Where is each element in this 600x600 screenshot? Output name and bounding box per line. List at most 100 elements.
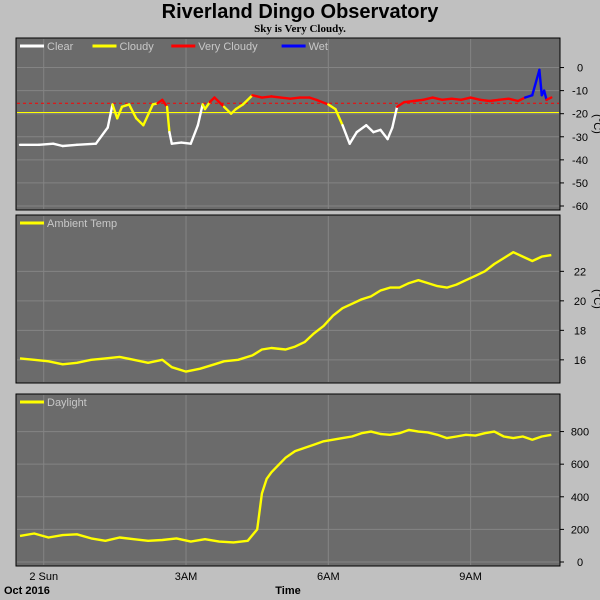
series-segment-very-cloudy [161,98,169,108]
series-segment-very-cloudy [516,96,527,103]
series-segment-very-cloudy [450,97,463,102]
series-segment-wet [542,89,548,102]
series-segment-clear [37,142,55,147]
series-segment-clear [196,103,204,127]
series-segment-very-cloudy [270,95,283,99]
series-line-daylight [19,428,552,544]
plot-area [15,393,561,567]
y-tick-label: 22 [574,266,586,278]
series-segment-very-cloudy [431,96,444,102]
y-axis-label: (°C) [591,114,600,134]
x-tick-label: 2 Sun [29,571,58,583]
series-segment-cloudy [327,103,337,111]
series-segment-clear [365,124,375,134]
daylight-panel: 0 200 400 600 800 Daylight [15,393,589,569]
series-segment-clear [355,124,368,134]
x-axis-label: Time [275,585,300,597]
series-segment-clear [180,141,192,145]
y-tick-label: -60 [572,201,588,213]
series-segment-very-cloudy [315,98,330,106]
series-segment-cloudy [135,117,145,127]
y-tick-label: 0 [577,63,583,75]
series-segment-very-cloudy [488,98,501,103]
series-segment-very-cloudy [497,97,510,102]
series-segment-cloudy [127,103,138,120]
series-segment-very-cloudy [459,96,472,102]
series-segment-cloudy [241,94,254,106]
y-tick-label: 0 [577,557,583,569]
series-segment-very-cloudy [279,96,292,100]
series-segment-cloudy [334,107,344,127]
series-segment-wet [538,68,543,97]
series-segment-clear [386,126,394,141]
ambient-temp-panel: 16 18 20 22 (°C) Ambient Temp [15,214,600,384]
series-segment-cloudy [116,105,124,120]
series-segment-very-cloudy [478,98,491,103]
cloud-panel: 0 -10 -20 -30 -40 -50 -60 (°C) Clear Cloudy Very C… [15,37,600,213]
series-segment-clear [106,103,114,129]
legend-label: Wet [309,41,328,53]
series-segment-very-cloudy [260,95,273,99]
series-segment-cloudy [142,103,155,127]
y-axis-label: (°C) [591,289,600,309]
series-segment-clear [52,142,64,148]
x-tick-label: 3AM [175,571,198,583]
series-segment-clear [61,143,79,148]
series-segment-very-cloudy [289,96,302,100]
series-segment-wet [531,68,541,97]
series-segment-very-cloudy [440,97,453,102]
series-segment-clear [348,130,358,145]
series-segment-wet [523,94,534,99]
series-segment-clear [189,124,200,145]
x-tick-label: 9AM [459,571,482,583]
series-segment-clear [391,105,399,129]
series-line-ambient-temp [19,250,552,373]
legend-label: Ambient Temp [47,218,117,230]
series-segment-clear [341,124,351,145]
y-tick-label: -10 [572,86,588,98]
series-segment-cloudy [120,103,131,108]
page-subtitle: Sky is Very Cloudy. [254,23,346,35]
y-tick-label: -40 [572,155,588,167]
plot-area [15,214,561,384]
legend-label: Daylight [47,397,87,409]
series-segment-cloudy [111,103,119,120]
series-segment-very-cloudy [251,94,264,99]
y-tick-label: 800 [571,427,589,439]
series-segment-very-cloudy [403,99,415,104]
series-segment-clear [170,141,183,145]
series-segment-clear [168,130,173,145]
y-tick-label: -30 [572,132,588,144]
x-axis: 2 Sun 3AM 6AM 9AM [29,571,482,583]
y-tick-label: 400 [571,492,589,504]
series-segment-very-cloudy [395,100,406,108]
series-segment-clear [379,128,389,141]
y-tick-label: 200 [571,524,589,536]
series-segment-cloudy [222,105,233,115]
legend-label: Cloudy [120,41,155,53]
y-tick-label: -20 [572,109,588,121]
y-tick-label: -50 [572,178,588,190]
series-segment-cloudy [234,103,245,111]
series-segment-very-cloudy [412,98,425,103]
series-segment-very-cloudy [507,97,520,103]
legend-label: Clear [47,41,74,53]
plot-area [15,37,561,211]
y-tick-label: 20 [574,296,586,308]
page-title: Riverland Dingo Observatory [162,1,440,23]
y-tick-label: 16 [574,355,586,367]
x-tick-label: 6AM [317,571,340,583]
series-segment-very-cloudy [545,96,553,102]
series-segment-clear [75,142,98,147]
date-label: Oct 2016 [4,585,50,597]
series-segment-cloudy [165,105,171,134]
legend-label: Very Cloudy [198,41,258,53]
series-segment-cloudy [203,100,211,111]
series-segment-very-cloudy [469,96,482,102]
y-tick-label: 18 [574,325,586,337]
series-segment-clear [372,128,382,134]
series-segment-very-cloudy [421,96,434,102]
series-segment-very-cloudy [308,96,318,102]
y-tick-label: 600 [571,459,589,471]
